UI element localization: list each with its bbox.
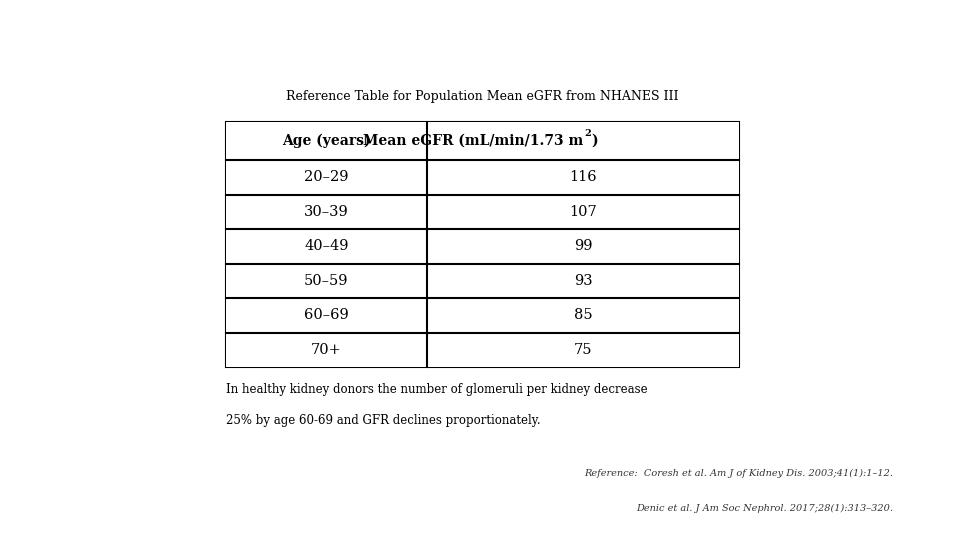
Bar bbox=[226, 229, 739, 264]
Text: Reference:  Coresh et al. Am J of Kidney Dis. 2003;41(1):1–12.: Reference: Coresh et al. Am J of Kidney … bbox=[584, 469, 893, 478]
Bar bbox=[226, 122, 739, 160]
Bar bbox=[226, 333, 739, 367]
Text: Age (years): Age (years) bbox=[282, 134, 371, 148]
Text: 107: 107 bbox=[569, 205, 597, 219]
Text: 116: 116 bbox=[569, 171, 597, 185]
Text: Denic et al. J Am Soc Nephrol. 2017;28(1):313–320.: Denic et al. J Am Soc Nephrol. 2017;28(1… bbox=[636, 504, 893, 513]
Text: ): ) bbox=[591, 134, 598, 148]
Text: Mean eGFR (mL/min/1.73 m: Mean eGFR (mL/min/1.73 m bbox=[363, 134, 584, 148]
Bar bbox=[226, 195, 739, 229]
Text: 30–39: 30–39 bbox=[304, 205, 348, 219]
Bar bbox=[226, 160, 739, 195]
Text: 70+: 70+ bbox=[311, 343, 342, 357]
Text: 85: 85 bbox=[574, 308, 592, 322]
Text: 60–69: 60–69 bbox=[304, 308, 348, 322]
Bar bbox=[226, 264, 739, 298]
Text: 20–29: 20–29 bbox=[304, 171, 348, 185]
Text: In healthy kidney donors the number of glomeruli per kidney decrease: In healthy kidney donors the number of g… bbox=[226, 383, 647, 396]
Text: 50–59: 50–59 bbox=[304, 274, 348, 288]
Text: 93: 93 bbox=[574, 274, 592, 288]
Text: Reference Table for Population Mean eGFR from NHANES III: Reference Table for Population Mean eGFR… bbox=[286, 90, 679, 103]
Text: Kidney Function and eGFR Decline with Age: Kidney Function and eGFR Decline with Ag… bbox=[43, 30, 943, 64]
Text: 40–49: 40–49 bbox=[304, 239, 348, 253]
Text: 75: 75 bbox=[574, 343, 592, 357]
Text: 99: 99 bbox=[574, 239, 592, 253]
Text: Slide 18 of 53: Slide 18 of 53 bbox=[439, 500, 521, 513]
Text: 25% by age 60-69 and GFR declines proportionately.: 25% by age 60-69 and GFR declines propor… bbox=[226, 414, 540, 427]
Text: 2: 2 bbox=[585, 129, 591, 138]
Bar bbox=[226, 122, 739, 367]
Bar bbox=[226, 298, 739, 333]
